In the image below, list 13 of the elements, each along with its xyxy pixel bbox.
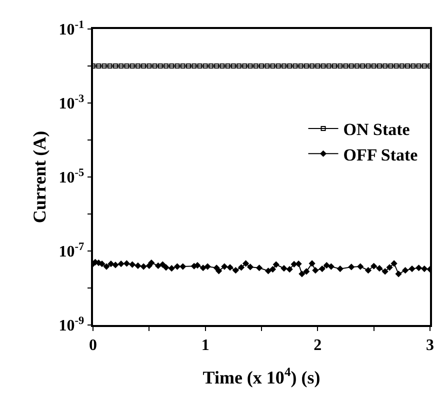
y-tick-label: 10$^{-5}$ [58,166,84,187]
y-axis-title: Current (A) [29,130,50,224]
y-tick-label: 10$^{-7}$ [58,240,84,261]
y-tick-label: 10$^{-9}$ [58,314,84,335]
legend-label: OFF State [343,145,418,164]
y-tick-label: 10$^{-3}$ [58,92,84,113]
x-tick-label: 3 [426,336,434,354]
legend-label: ON State [343,120,410,140]
x-axis-title: Time (x 10$^{4}$) (s) [202,364,320,388]
x-tick-label: 2 [314,336,322,354]
x-tick-label: 1 [201,336,210,354]
y-tick-label: 10$^{-1}$ [58,18,84,39]
x-tick-label: 0 [89,336,97,354]
